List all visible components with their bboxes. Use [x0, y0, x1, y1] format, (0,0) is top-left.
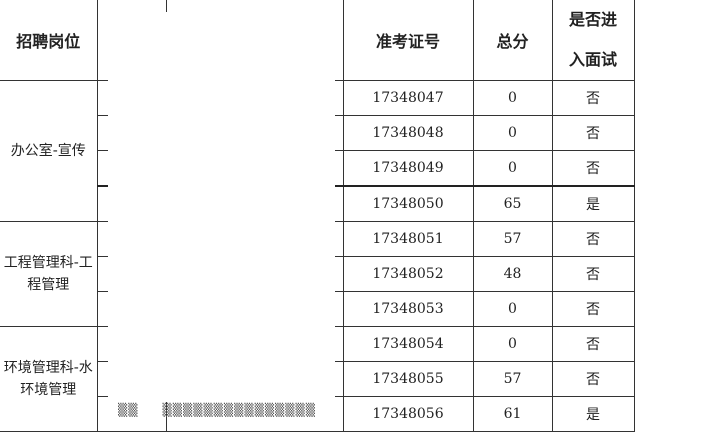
exam-no-cell: 17348054 [342, 326, 474, 362]
interview-cell: 否 [551, 150, 635, 187]
interview-cell: 否 [551, 256, 635, 292]
interview-cell: 否 [551, 80, 635, 116]
score-cell: 61 [472, 396, 553, 432]
score-cell: 65 [472, 185, 553, 222]
interview-cell: 否 [551, 361, 635, 397]
header-exam-no: 准考证号 [342, 0, 474, 81]
score-cell: 57 [472, 361, 553, 397]
exam-no-cell: 17348056 [342, 396, 474, 432]
redacted-partial-text: ▒▒ ▒▒▒▒▒▒▒▒▒▒▒▒▒▒▒ [118, 403, 316, 417]
interview-cell: 否 [551, 291, 635, 327]
position-cell: 工程管理科-工程管理 [0, 221, 98, 327]
header-interview-line2: 入面试 [568, 50, 617, 69]
interview-cell: 是 [551, 396, 635, 432]
interview-cell: 否 [551, 326, 635, 362]
position-cell: 办公室-宣传 [0, 80, 98, 222]
score-cell: 0 [472, 291, 553, 327]
score-cell: 57 [472, 221, 553, 257]
interview-cell: 是 [551, 185, 635, 222]
exam-no-cell: 17348055 [342, 361, 474, 397]
table-row: 工程管理科-工程管理 17348051 57 否 [0, 221, 635, 327]
interview-cell: 否 [551, 115, 635, 151]
exam-no-cell: 17348047 [342, 80, 474, 116]
exam-no-cell: 17348052 [342, 256, 474, 292]
score-cell: 0 [472, 326, 553, 362]
column-divider [166, 0, 167, 12]
header-position: 招聘岗位 [0, 0, 98, 81]
exam-no-cell: 17348053 [342, 291, 474, 327]
score-cell: 0 [472, 115, 553, 151]
exam-no-cell: 17348048 [342, 115, 474, 151]
header-interview-line1: 是否进 [568, 10, 617, 29]
position-cell: 环境管理科-水环境管理 [0, 326, 98, 432]
header-interview: 是否进 入面试 [551, 0, 635, 81]
exam-no-cell: 17348049 [342, 150, 474, 187]
table-row: 17348056 61 是 [0, 396, 635, 432]
exam-no-cell: 17348051 [342, 221, 474, 257]
header-score: 总分 [472, 0, 553, 81]
score-cell: 0 [472, 80, 553, 116]
score-cell: 48 [472, 256, 553, 292]
interview-cell: 否 [551, 221, 635, 257]
redacted-area [108, 0, 335, 402]
score-cell: 0 [472, 150, 553, 187]
exam-no-cell: 17348050 [342, 185, 474, 222]
